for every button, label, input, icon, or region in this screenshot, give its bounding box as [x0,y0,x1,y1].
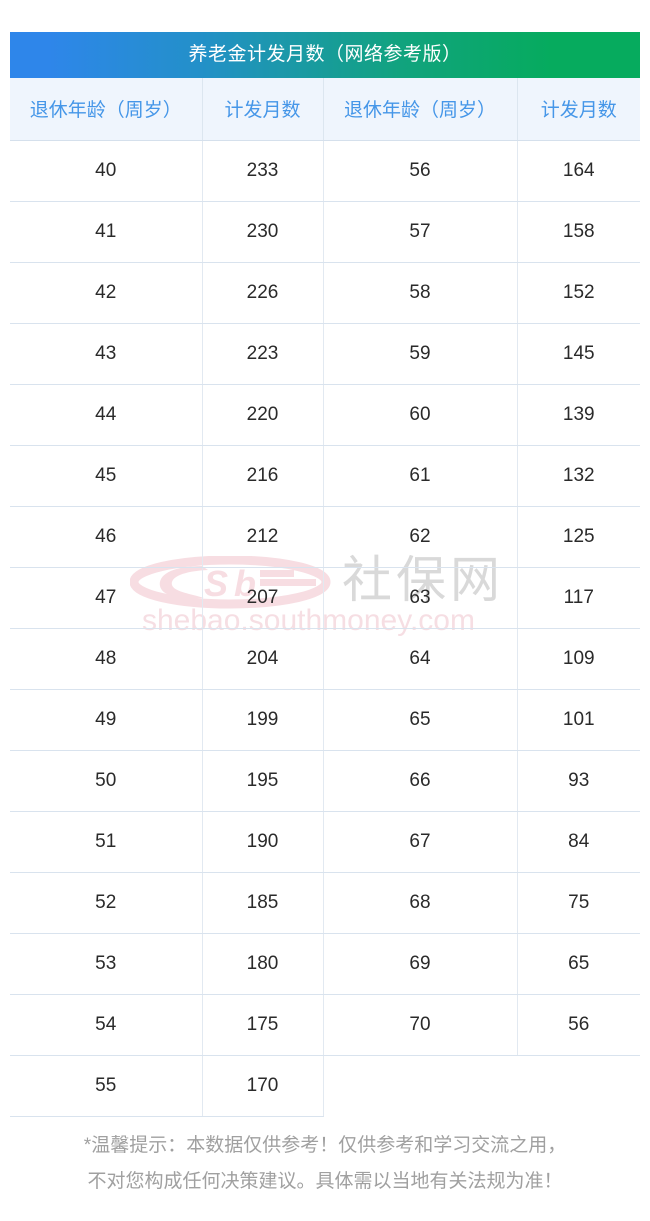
cell-retirement-age-left: 46 [10,506,203,568]
table-row: 49 199 65 101 [10,689,640,751]
cell-months-right: 125 [517,506,640,568]
cell-retirement-age-left: 40 [10,140,203,202]
cell-retirement-age-right [323,1055,517,1116]
table-row: 44 220 60 139 [10,384,640,446]
column-header-months-left: 计发月数 [202,78,324,141]
table-row: 42 226 58 152 [10,262,640,324]
cell-months-left: 195 [202,750,324,812]
cell-retirement-age-left: 55 [10,1055,203,1117]
table-head: 退休年龄（周岁） 计发月数 退休年龄（周岁） 计发月数 [10,78,640,141]
cell-retirement-age-left: 48 [10,628,203,690]
table-row: 50 195 66 93 [10,750,640,812]
footer-disclaimer: *温馨提示：本数据仅供参考！仅供参考和学习交流之用， 不对您构成任何决策建议。具… [0,1128,650,1200]
cell-retirement-age-right: 60 [323,384,518,446]
table-row: 48 204 64 109 [10,628,640,690]
cell-retirement-age-left: 53 [10,933,203,995]
column-header-months-right: 计发月数 [517,78,640,141]
cell-months-right: 84 [517,811,640,873]
table-row: 52 185 68 75 [10,872,640,934]
table-container: 退休年龄（周岁） 计发月数 退休年龄（周岁） 计发月数 40 233 56 164 41… [10,78,640,1117]
cell-retirement-age-left: 41 [10,201,203,263]
table-row: 41 230 57 158 [10,201,640,263]
cell-retirement-age-right: 57 [323,201,518,263]
table-title-bar: 养老金计发月数（网络参考版） [10,32,640,78]
column-header-retirement-age-left: 退休年龄（周岁） [10,78,203,141]
column-header-retirement-age-right: 退休年龄（周岁） [323,78,518,141]
cell-retirement-age-right: 65 [323,689,518,751]
cell-months-right: 132 [517,445,640,507]
cell-retirement-age-left: 50 [10,750,203,812]
cell-months-left: 170 [202,1055,324,1117]
table-row: 55 170 [10,1055,640,1117]
cell-months-left: 230 [202,201,324,263]
cell-retirement-age-left: 42 [10,262,203,324]
cell-retirement-age-right: 59 [323,323,518,385]
cell-months-right: 117 [517,567,640,629]
cell-retirement-age-left: 49 [10,689,203,751]
cell-retirement-age-right: 62 [323,506,518,568]
cell-months-right: 101 [517,689,640,751]
cell-retirement-age-right: 63 [323,567,518,629]
table-row: 47 207 63 117 [10,567,640,629]
table-row: 45 216 61 132 [10,445,640,507]
cell-retirement-age-left: 43 [10,323,203,385]
cell-retirement-age-right: 69 [323,933,518,995]
cell-months-right: 158 [517,201,640,263]
cell-months-left: 220 [202,384,324,446]
cell-months-left: 190 [202,811,324,873]
cell-retirement-age-right: 67 [323,811,518,873]
table-row: 40 233 56 164 [10,140,640,202]
cell-months-right: 56 [517,994,640,1056]
cell-retirement-age-right: 61 [323,445,518,507]
table-row: 43 223 59 145 [10,323,640,385]
pension-months-table: 退休年龄（周岁） 计发月数 退休年龄（周岁） 计发月数 40 233 56 164 41… [10,78,640,1117]
cell-months-right: 152 [517,262,640,324]
cell-months-left: 226 [202,262,324,324]
cell-retirement-age-right: 66 [323,750,518,812]
cell-retirement-age-left: 44 [10,384,203,446]
header-row: 退休年龄（周岁） 计发月数 退休年龄（周岁） 计发月数 [10,78,640,141]
cell-months-right: 75 [517,872,640,934]
cell-months-left: 233 [202,140,324,202]
cell-months-right: 65 [517,933,640,995]
table-row: 46 212 62 125 [10,506,640,568]
cell-months-left: 204 [202,628,324,690]
disclaimer-line-2: 不对您构成任何决策建议。具体需以当地有关法规为准！ [87,1171,563,1192]
cell-retirement-age-left: 47 [10,567,203,629]
cell-retirement-age-left: 52 [10,872,203,934]
cell-retirement-age-right: 64 [323,628,518,690]
cell-retirement-age-left: 54 [10,994,203,1056]
cell-retirement-age-right: 56 [323,140,518,202]
cell-retirement-age-right: 58 [323,262,518,324]
cell-months-left: 180 [202,933,324,995]
cell-retirement-age-right: 68 [323,872,518,934]
cell-months-right: 93 [517,750,640,812]
cell-months-left: 212 [202,506,324,568]
cell-months-right: 164 [517,140,640,202]
cell-months-left: 223 [202,323,324,385]
cell-months-right: 109 [517,628,640,690]
page-title: 养老金计发月数（网络参考版） [188,44,462,65]
table-row: 51 190 67 84 [10,811,640,873]
cell-months-left: 199 [202,689,324,751]
cell-months-left: 185 [202,872,324,934]
cell-retirement-age-left: 51 [10,811,203,873]
cell-retirement-age-right: 70 [323,994,518,1056]
cell-months-right [517,1055,640,1116]
cell-months-right: 145 [517,323,640,385]
table-row: 53 180 69 65 [10,933,640,995]
disclaimer-line-1: *温馨提示：本数据仅供参考！仅供参考和学习交流之用， [83,1135,567,1156]
table-body: 40 233 56 164 41 230 57 158 42 226 58 152 43 223 59 145… [10,140,640,1117]
cell-months-left: 207 [202,567,324,629]
cell-retirement-age-left: 45 [10,445,203,507]
table-row: 54 175 70 56 [10,994,640,1056]
cell-months-left: 216 [202,445,324,507]
cell-months-left: 175 [202,994,324,1056]
cell-months-right: 139 [517,384,640,446]
